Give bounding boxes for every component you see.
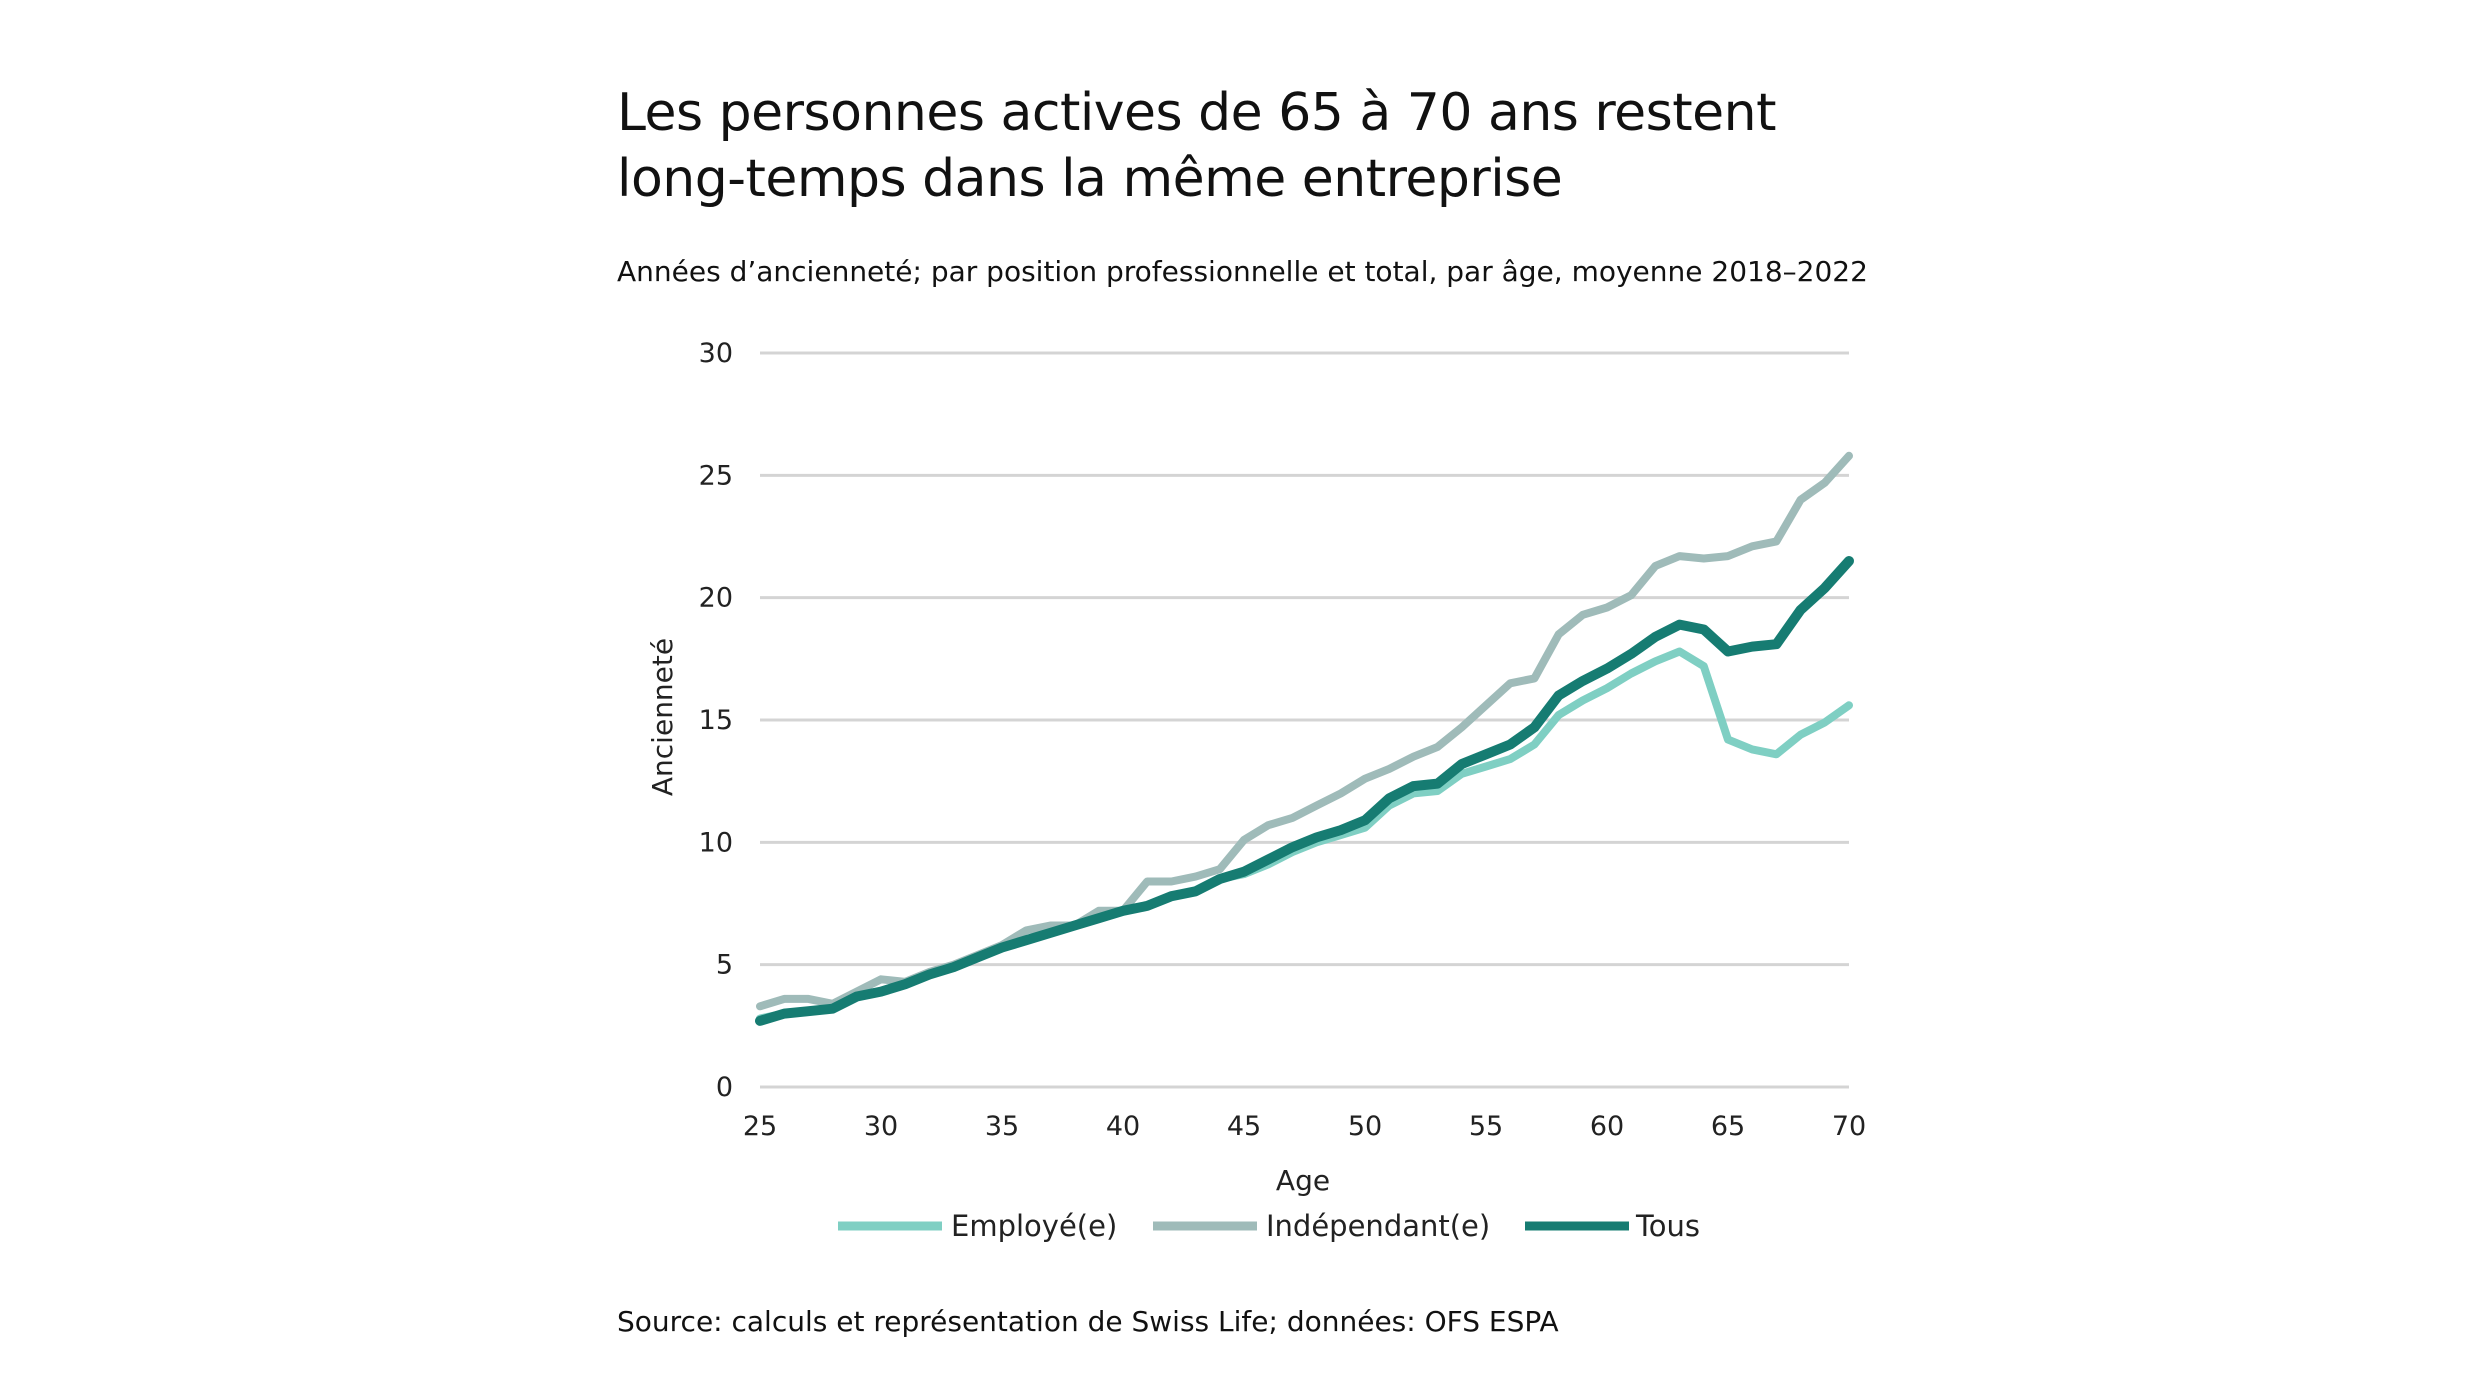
legend-label: Tous [1635,1209,1700,1243]
x-tick-label: 60 [1590,1111,1624,1142]
y-tick-label: 15 [699,705,733,736]
series-lines [755,451,1854,1026]
x-tick-labels: 25 30 35 40 45 50 55 60 65 70 [743,1111,1866,1142]
legend-label: Employé(e) [951,1209,1117,1243]
y-axis-label: Ancienneté [646,638,679,796]
chart-subtitle: Années d’ancienneté; par position profes… [617,255,1868,288]
y-tick-label: 20 [699,583,733,614]
legend: Employé(e) Indépendant(e) Tous [838,1209,1700,1243]
legend-label: Indépendant(e) [1266,1209,1490,1243]
y-tick-label: 25 [699,460,733,491]
x-tick-label: 35 [985,1111,1019,1142]
x-tick-label: 50 [1348,1111,1382,1142]
y-tick-label: 30 [699,338,733,369]
x-tick-label: 65 [1711,1111,1745,1142]
x-tick-label: 70 [1832,1111,1866,1142]
y-tick-label: 10 [699,827,733,858]
y-tick-label: 0 [716,1072,733,1103]
series-line-ind-pendant-e [756,451,1853,1011]
y-tick-label: 5 [716,950,733,981]
source-note: Source: calculs et représentation de Swi… [617,1305,1559,1338]
chart-title: Les personnes actives de 65 à 70 ans res… [617,83,1776,209]
x-tick-label: 40 [1106,1111,1140,1142]
x-tick-label: 25 [743,1111,777,1142]
series-line-tous [755,556,1854,1026]
y-tick-labels: 0 5 10 15 20 25 30 [699,338,733,1103]
x-tick-label: 30 [864,1111,898,1142]
x-axis-label: Age [1276,1164,1330,1197]
x-tick-label: 55 [1469,1111,1503,1142]
x-tick-label: 45 [1227,1111,1261,1142]
